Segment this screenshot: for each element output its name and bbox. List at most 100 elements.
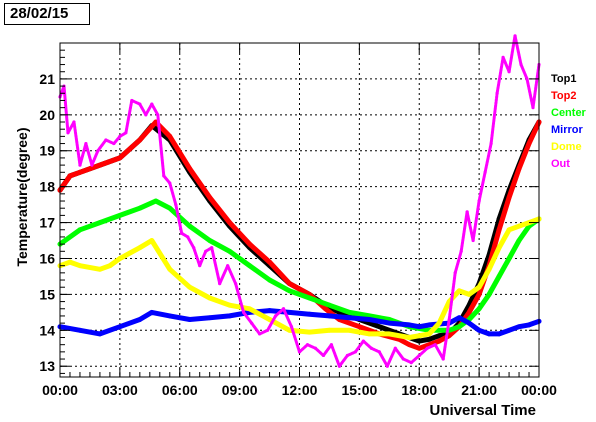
series-point-mirror [187, 317, 193, 322]
series-point-dome [187, 284, 193, 290]
series-point-out [459, 249, 463, 253]
legend-entry-dome: Dome [551, 141, 582, 153]
series-point-out [471, 238, 475, 243]
series-point-out [337, 364, 342, 368]
series-point-out [305, 343, 310, 347]
x-tick-label: 18:00 [401, 382, 437, 398]
series-point-center [167, 205, 173, 211]
series-point-dome [67, 259, 73, 265]
legend-entry-out: Out [551, 158, 570, 170]
series-point-out [265, 328, 270, 332]
series-point-center [307, 295, 312, 301]
series-point-out [417, 353, 421, 358]
series-point-mirror [267, 308, 272, 313]
series-line-center [57, 198, 542, 333]
series-point-mirror [416, 324, 422, 330]
series-point-dome [366, 331, 372, 337]
series-point-out [198, 264, 202, 268]
series-point-top2 [267, 259, 272, 265]
series-point-top2 [323, 306, 328, 312]
series-point-top2 [227, 220, 233, 225]
series-point-out [204, 249, 208, 253]
series-point-out [168, 181, 172, 185]
series-point-out [531, 106, 535, 110]
series-point-top2 [167, 133, 173, 139]
series-point-dome [486, 266, 492, 272]
series-point-mirror [117, 324, 123, 330]
series-point-out [513, 34, 517, 38]
series-point-mirror [526, 322, 532, 328]
series-point-dome [307, 329, 312, 335]
series-point-out [144, 113, 148, 117]
series-point-top2 [496, 227, 502, 233]
series-point-center [506, 256, 512, 261]
series-point-center [327, 302, 332, 308]
series-point-mirror [366, 317, 372, 322]
series-point-out [250, 321, 254, 325]
series-point-center [496, 274, 502, 279]
series-point-out [483, 170, 487, 174]
series-point-dome [386, 331, 392, 337]
series-point-top1 [436, 333, 442, 339]
series-point-out [66, 131, 70, 135]
x-tick-label: 06:00 [162, 382, 198, 398]
series-point-dome [149, 238, 155, 243]
series-point-dome [137, 245, 143, 251]
series-point-out [72, 120, 76, 124]
series-point-out [281, 307, 286, 311]
y-tick-label: 21 [39, 71, 55, 87]
y-tick-label: 17 [39, 215, 55, 231]
series-point-dome [247, 306, 253, 312]
series-point-mirror [426, 322, 432, 328]
series-point-center [516, 238, 522, 243]
series-point-center [187, 223, 193, 229]
series-point-top2 [77, 169, 83, 175]
series-point-center [227, 248, 233, 254]
series-point-mirror [149, 309, 155, 315]
series-point-out [353, 350, 357, 354]
series-point-dome [77, 263, 83, 269]
series-point-out [96, 149, 100, 153]
series-point-out [118, 134, 122, 138]
x-tick-label: 03:00 [102, 382, 138, 398]
y-tick-label: 15 [39, 286, 55, 302]
series-point-top2 [187, 166, 193, 172]
series-point-mirror [406, 322, 412, 328]
series-point-top2 [466, 309, 472, 315]
series-point-mirror [486, 331, 492, 337]
x-tick-label: 21:00 [461, 382, 497, 398]
x-tick-label: 00:00 [521, 382, 557, 398]
series-point-center [247, 263, 253, 269]
series-point-mirror [287, 309, 292, 315]
series-point-out [441, 357, 445, 361]
series-point-top2 [436, 338, 442, 344]
series-point-out [519, 62, 523, 67]
series-point-out [124, 131, 128, 135]
series-point-dome [466, 291, 472, 297]
series-point-mirror [137, 317, 143, 322]
series-point-out [447, 317, 451, 322]
date-label: 28/02/15 [4, 3, 90, 25]
series-point-mirror [227, 313, 233, 319]
y-tick-label: 16 [39, 250, 55, 266]
y-tick-label: 19 [39, 143, 55, 159]
x-tick-label: 09:00 [222, 382, 258, 398]
series-point-dome [496, 245, 502, 251]
series-point-out [369, 346, 373, 350]
legend-entry-top1: Top1 [551, 73, 576, 85]
series-point-center [207, 238, 213, 243]
series-point-out [180, 231, 184, 235]
series-point-mirror [516, 324, 522, 330]
series-point-mirror [346, 315, 352, 321]
series-point-dome [516, 223, 522, 229]
series-point-dome [426, 331, 432, 337]
series-point-center [117, 212, 123, 218]
series-point-out [453, 271, 457, 275]
series-point-out [313, 346, 318, 350]
series-point-out [329, 343, 334, 347]
series-point-center [456, 324, 462, 330]
series-point-out [507, 70, 511, 74]
series-point-center [287, 288, 292, 294]
legend-entry-top2: Top2 [551, 90, 576, 102]
